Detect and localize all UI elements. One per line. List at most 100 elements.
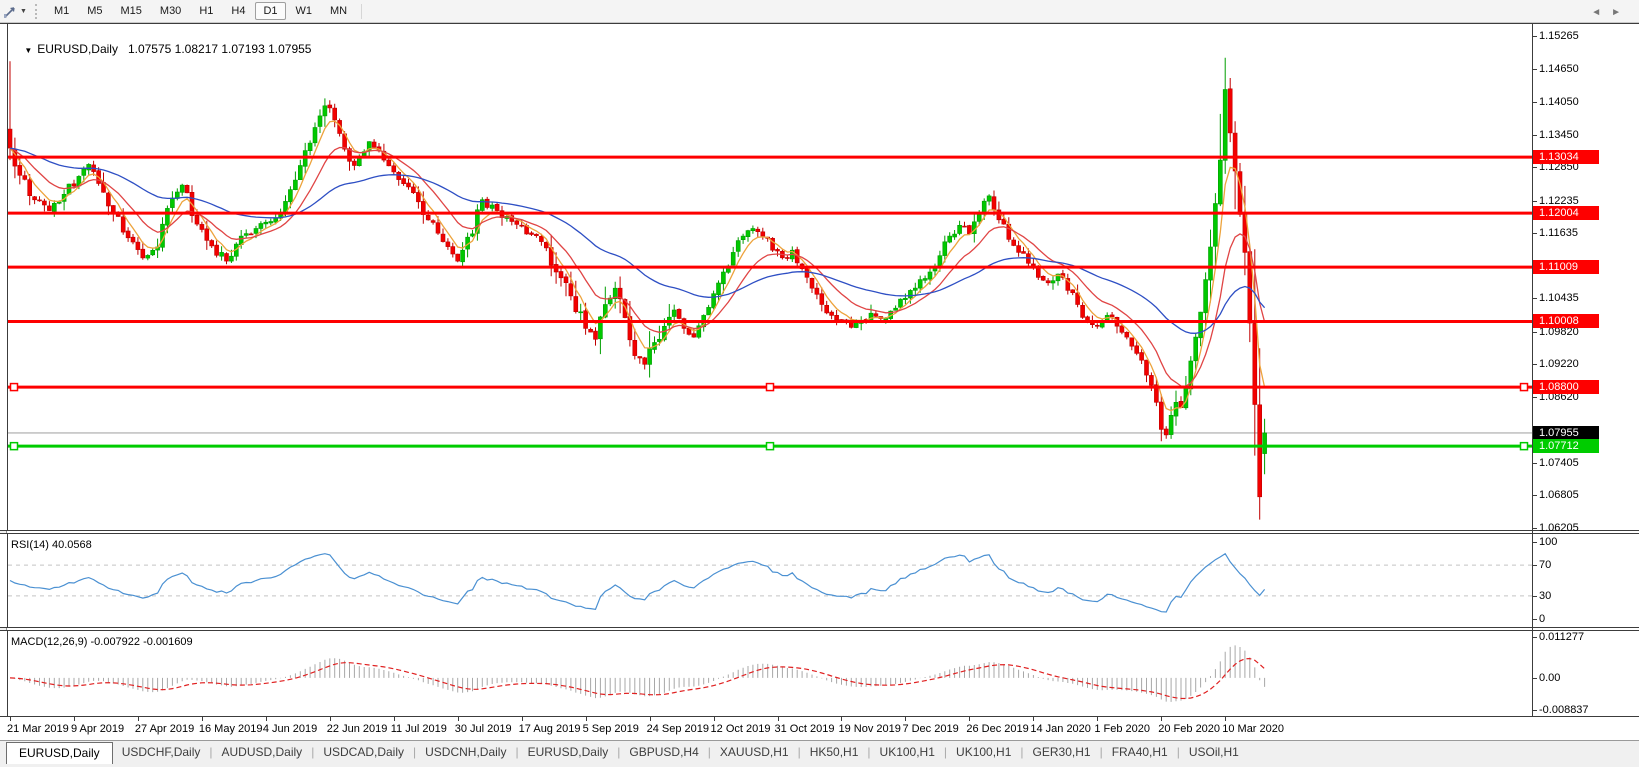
support-line-handle[interactable] (1519, 441, 1529, 451)
chart-tab-xauusd-h1[interactable]: XAUUSD,H1 (719, 745, 789, 759)
timeframe-button-m30[interactable]: M30 (159, 5, 182, 17)
chart-tab-usdcad-daily[interactable]: USDCAD,Daily (323, 745, 404, 759)
date-label: 5 Sep 2019 (582, 723, 639, 735)
chart-tab-eurusd-daily[interactable]: EURUSD,Daily (527, 745, 609, 759)
rsi-scale-label: 100 (1539, 536, 1558, 548)
price-scale-tick (1532, 331, 1537, 333)
timeframe-button-m1[interactable]: M1 (53, 5, 70, 17)
tab-separator: | (707, 745, 711, 759)
chart-tab-usdchf-daily[interactable]: USDCHF,Daily (121, 745, 201, 759)
pane-separator-2b[interactable] (0, 630, 1639, 631)
chart-tab-uk100-h1[interactable]: UK100,H1 (879, 745, 935, 759)
chart-tab-eurusd-daily[interactable]: EURUSD,Daily (6, 742, 113, 764)
price-scale-tick (1532, 167, 1537, 169)
tab-scroll-left-icon: ◄ (1591, 7, 1612, 18)
date-label: 16 May 2019 (198, 723, 263, 735)
hline-handle[interactable] (9, 382, 19, 392)
pane-separator-2[interactable] (0, 627, 1639, 628)
date-tick (457, 717, 459, 721)
tab-separator: | (943, 745, 948, 759)
macd-scale-tick (1532, 637, 1537, 638)
timeframe-button-m5[interactable]: M5 (87, 5, 103, 17)
date-tick (1033, 717, 1035, 721)
date-tick (73, 717, 75, 721)
date-tick (10, 717, 11, 721)
date-label: 9 Apr 2019 (70, 723, 125, 735)
chart-tab-gbpusd-h4[interactable]: GBPUSD,H4 (629, 745, 699, 759)
rsi-line (9, 552, 1266, 613)
chart-tab-usdcnh-daily[interactable]: USDCNH,Daily (425, 745, 507, 759)
date-label: 1 Feb 2020 (1094, 723, 1150, 735)
ma-slow-line (9, 147, 1266, 334)
date-tick (393, 717, 395, 721)
tab-separator: | (797, 745, 801, 759)
rsi-scale-label: 30 (1539, 589, 1552, 602)
price-scale-tick (1532, 233, 1537, 235)
toolbar-grip[interactable] (34, 3, 38, 19)
tab-separator: | (209, 745, 213, 759)
macd-scale-label: 0.011277 (1539, 631, 1585, 643)
chart-tab-uk100-h1[interactable]: UK100,H1 (956, 745, 1012, 759)
hline-handle[interactable] (765, 382, 775, 392)
chart-tab-fra40-h1[interactable]: FRA40,H1 (1111, 745, 1168, 759)
tab-scroll-arrows[interactable]: ◄► (1591, 7, 1631, 18)
tab-separator: | (617, 745, 621, 759)
price-scale-label: 1.13450 (1539, 128, 1579, 141)
macd-pane-bottom-border (0, 716, 1639, 717)
date-label: 7 Dec 2019 (902, 723, 959, 735)
price-scale-label: 1.12235 (1539, 194, 1579, 207)
support-line-handle[interactable] (765, 441, 775, 451)
chart-title: ▼ EURUSD,Daily 1.07575 1.08217 1.07193 1.0… (11, 28, 311, 70)
date-label: 19 Nov 2019 (838, 723, 901, 735)
support-line-handle[interactable] (9, 441, 19, 451)
date-axis[interactable]: 21 Mar 2019 9 Apr 2019 27 Apr 2019 16 May 2… (0, 717, 1639, 740)
rsi-scale-label: 70 (1539, 559, 1552, 572)
timeframe-button-d1[interactable]: D1 (255, 2, 286, 20)
timeframe-button-w1[interactable]: W1 (295, 5, 313, 17)
pane-separator-1[interactable] (0, 530, 1639, 531)
price-tag-1.08800: 1.08800 (1533, 380, 1599, 395)
date-tick (201, 717, 203, 721)
price-scale-tick (1532, 528, 1537, 529)
timeframe-button-h1[interactable]: H1 (199, 5, 214, 17)
price-scale-tick (1532, 396, 1537, 398)
chart-tabbar: EURUSD,Daily USDCHF,Daily | AUDUSD,Daily | US… (0, 740, 1639, 767)
macd-pane[interactable] (0, 631, 1639, 716)
date-label: 4 Jun 2019 (262, 723, 318, 735)
date-tick (265, 717, 267, 721)
macd-scale-tick (1532, 677, 1537, 679)
date-tick (1225, 717, 1227, 721)
tab-separator: | (1099, 745, 1103, 759)
price-scale-label: 1.07405 (1539, 456, 1579, 469)
rsi-scale-tick (1532, 542, 1537, 543)
timeframe-button-h4[interactable]: H4 (231, 5, 246, 17)
rsi-pane[interactable] (0, 534, 1639, 627)
chart-menu-arrow-icon[interactable]: ▼ (24, 46, 33, 55)
chart-tab-hk50-h1[interactable]: HK50,H1 (809, 745, 859, 759)
hline-handle[interactable] (1519, 382, 1529, 392)
timeframe-button-mn[interactable]: MN (330, 5, 348, 17)
price-scale-tick (1532, 462, 1537, 464)
rsi-scale-tick (1532, 595, 1537, 597)
chart-tab-ger30-h1[interactable]: GER30,H1 (1032, 745, 1091, 759)
toolbar: ▼ M1 M5 M15 M30 H1 H4 D1 W1 MN (0, 0, 1639, 23)
date-tick (137, 717, 139, 721)
macd-label: MACD(12,26,9) -0.007922 -0.001609 (11, 636, 193, 648)
price-chart-pane[interactable] (0, 23, 1639, 530)
chart-tab-audusd-daily[interactable]: AUDUSD,Daily (221, 745, 303, 759)
macd-histogram (14, 645, 1266, 702)
price-scale-label: 1.15265 (1539, 30, 1579, 42)
date-tick (329, 717, 331, 721)
price-scale-label: 1.09820 (1539, 325, 1579, 338)
date-label: 10 Mar 2020 (1222, 723, 1284, 735)
tab-separator: | (867, 745, 871, 759)
date-label: 11 Jul 2019 (390, 723, 447, 735)
date-label: 27 Apr 2019 (134, 723, 195, 735)
chart-tab-usoil-h1[interactable]: USOil,H1 (1188, 745, 1239, 759)
pane-separator-1b[interactable] (0, 533, 1639, 534)
chart-symbol: EURUSD,Daily (37, 42, 118, 56)
cursor-tool-icon[interactable] (1, 3, 19, 19)
timeframe-button-m15[interactable]: M15 (120, 5, 142, 17)
tool-dropdown-icon[interactable]: ▼ (20, 7, 27, 15)
